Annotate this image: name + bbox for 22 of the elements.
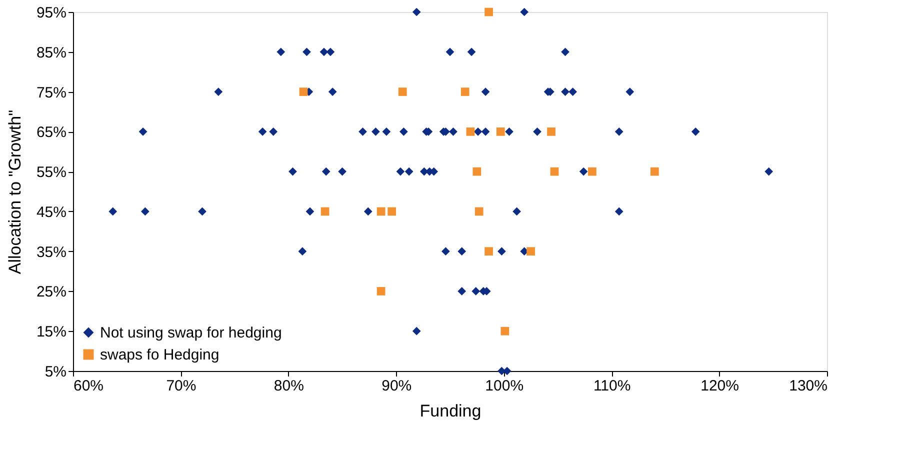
y-tick-label: 25% [36, 284, 66, 301]
x-tick-label: 110% [593, 378, 631, 394]
x-tick-label: 100% [485, 378, 524, 394]
x-tick-label: 120% [700, 378, 739, 394]
y-tick-label: 85% [36, 44, 66, 62]
legend-label: Not using swap for hedging [100, 324, 282, 342]
y-tick-label: 45% [36, 204, 66, 221]
y-tick-label: 65% [36, 124, 66, 142]
y-tick-label: 55% [36, 164, 66, 182]
y-tick-label: 35% [36, 244, 66, 261]
x-tick-label: 70% [166, 378, 196, 394]
y-tick-label: 95% [36, 4, 66, 22]
x-axis-title: Funding [420, 402, 482, 420]
x-tick-label: 60% [74, 378, 104, 394]
x-tick-label: 130% [789, 378, 828, 394]
x-tick-label: 90% [382, 378, 412, 394]
y-axis-title: Allocation to "Growth" [5, 110, 24, 274]
y-tick-label: 75% [36, 84, 66, 102]
legend-label: swaps fo Hedging [100, 346, 220, 364]
y-tick-label: 5% [44, 364, 66, 380]
y-tick-label: 15% [36, 324, 66, 341]
x-tick-label: 80% [274, 378, 304, 394]
